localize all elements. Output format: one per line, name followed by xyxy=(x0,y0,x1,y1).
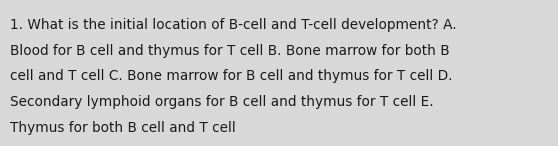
Text: cell and T cell C. Bone marrow for B cell and thymus for T cell D.: cell and T cell C. Bone marrow for B cel… xyxy=(10,69,453,84)
Text: 1. What is the initial location of B-cell and T-cell development? A.: 1. What is the initial location of B-cel… xyxy=(10,18,456,32)
Text: Secondary lymphoid organs for B cell and thymus for T cell E.: Secondary lymphoid organs for B cell and… xyxy=(10,95,434,110)
Text: Thymus for both B cell and T cell: Thymus for both B cell and T cell xyxy=(10,121,236,135)
Text: Blood for B cell and thymus for T cell B. Bone marrow for both B: Blood for B cell and thymus for T cell B… xyxy=(10,44,450,58)
